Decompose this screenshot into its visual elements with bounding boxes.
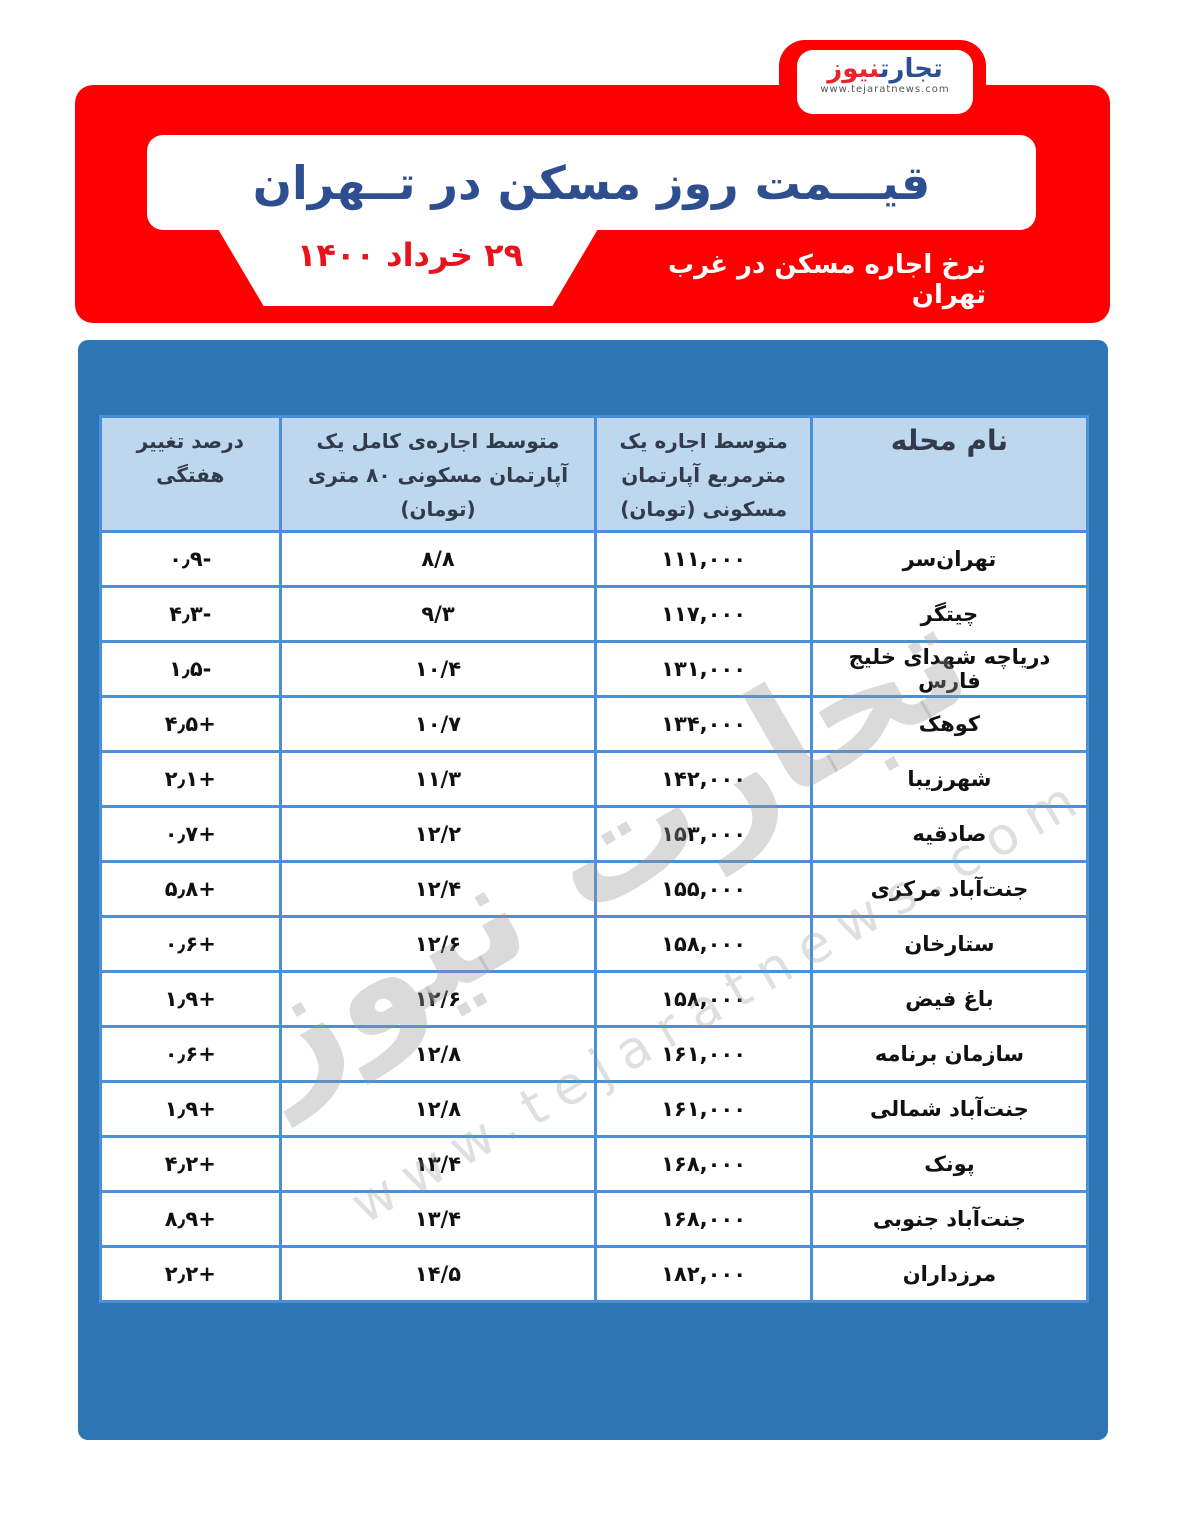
- neighborhood-cell: پونک: [809, 1135, 1090, 1193]
- table-row: چیتگر ۱۱۷,۰۰۰ ۹/۳ -۴٫۳: [99, 585, 1090, 643]
- neighborhood-cell: چیتگر: [809, 585, 1090, 643]
- per-m2-cell: ۱۱۷,۰۰۰: [594, 585, 813, 643]
- per-m2-cell: ۱۱۱,۰۰۰: [594, 530, 813, 588]
- weekly-change-cell: +۸٫۹: [99, 1190, 282, 1248]
- weekly-change-cell: +۱٫۹: [99, 1080, 282, 1138]
- neighborhood-cell: دریاچه شهدای خلیج فارس: [809, 640, 1090, 698]
- column-header-per-m2: متوسط اجاره یک مترمربع آپارتمان مسکونی (…: [594, 415, 813, 533]
- neighborhood-cell: جنت‌آباد جنوبی: [809, 1190, 1090, 1248]
- weekly-change-cell: +۰٫۷: [99, 805, 282, 863]
- table-row: ستارخان ۱۵۸,۰۰۰ ۱۲/۶ +۰٫۶: [99, 915, 1090, 973]
- per-m2-cell: ۱۵۳,۰۰۰: [594, 805, 813, 863]
- full-rent-cell: ۱۱/۳: [278, 750, 598, 808]
- full-rent-cell: ۱۳/۴: [278, 1190, 598, 1248]
- table-row: شهرزیبا ۱۴۲,۰۰۰ ۱۱/۳ +۲٫۱: [99, 750, 1090, 808]
- weekly-change-cell: -۱٫۵: [99, 640, 282, 698]
- weekly-change-cell: +۵٫۸: [99, 860, 282, 918]
- rent-table: نام محله متوسط اجاره یک مترمربع آپارتمان…: [99, 415, 1090, 1303]
- per-m2-cell: ۱۶۸,۰۰۰: [594, 1135, 813, 1193]
- table-row: باغ فیض ۱۵۸,۰۰۰ ۱۲/۶ +۱٫۹: [99, 970, 1090, 1028]
- per-m2-cell: ۱۵۸,۰۰۰: [594, 970, 813, 1028]
- page-title: قیـــمت روز مسکن در تــهران: [252, 155, 931, 210]
- table-row: پونک ۱۶۸,۰۰۰ ۱۳/۴ +۴٫۲: [99, 1135, 1090, 1193]
- per-m2-cell: ۱۸۲,۰۰۰: [594, 1245, 813, 1303]
- neighborhood-cell: صادقیه: [809, 805, 1090, 863]
- neighborhood-cell: سازمان برنامه: [809, 1025, 1090, 1083]
- subtitle: نرخ اجاره مسکن در غرب تهران: [667, 250, 986, 310]
- per-m2-cell: ۱۵۸,۰۰۰: [594, 915, 813, 973]
- neighborhood-cell: جنت‌آباد مرکزی: [809, 860, 1090, 918]
- neighborhood-cell: ستارخان: [809, 915, 1090, 973]
- neighborhood-cell: مرزداران: [809, 1245, 1090, 1303]
- table-row: جنت‌آباد مرکزی ۱۵۵,۰۰۰ ۱۲/۴ +۵٫۸: [99, 860, 1090, 918]
- logo-brand: تجارتنیوز: [827, 54, 943, 84]
- title-box: قیـــمت روز مسکن در تــهران: [147, 135, 1036, 230]
- full-rent-cell: ۱۳/۴: [278, 1135, 598, 1193]
- per-m2-cell: ۱۶۸,۰۰۰: [594, 1190, 813, 1248]
- per-m2-cell: ۱۶۱,۰۰۰: [594, 1080, 813, 1138]
- weekly-change-cell: -۴٫۳: [99, 585, 282, 643]
- neighborhood-cell: جنت‌آباد شمالی: [809, 1080, 1090, 1138]
- full-rent-cell: ۱۲/۶: [278, 970, 598, 1028]
- logo-url: www.tejaratnews.com: [820, 84, 950, 95]
- table-row: مرزداران ۱۸۲,۰۰۰ ۱۴/۵ +۲٫۲: [99, 1245, 1090, 1303]
- column-header-neighborhood: نام محله: [809, 415, 1090, 533]
- per-m2-cell: ۱۴۲,۰۰۰: [594, 750, 813, 808]
- table-row: جنت‌آباد شمالی ۱۶۱,۰۰۰ ۱۲/۸ +۱٫۹: [99, 1080, 1090, 1138]
- full-rent-cell: ۱۲/۴: [278, 860, 598, 918]
- full-rent-cell: ۱۲/۸: [278, 1080, 598, 1138]
- table-row: سازمان برنامه ۱۶۱,۰۰۰ ۱۲/۸ +۰٫۶: [99, 1025, 1090, 1083]
- weekly-change-cell: +۴٫۵: [99, 695, 282, 753]
- neighborhood-cell: تهران‌سر: [809, 530, 1090, 588]
- per-m2-cell: ۱۶۱,۰۰۰: [594, 1025, 813, 1083]
- full-rent-cell: ۱۲/۲: [278, 805, 598, 863]
- full-rent-cell: ۸/۸: [278, 530, 598, 588]
- full-rent-cell: ۹/۳: [278, 585, 598, 643]
- weekly-change-cell: -۰٫۹: [99, 530, 282, 588]
- table-row: کوهک ۱۳۴,۰۰۰ ۱۰/۷ +۴٫۵: [99, 695, 1090, 753]
- weekly-change-cell: +۲٫۱: [99, 750, 282, 808]
- weekly-change-cell: +۴٫۲: [99, 1135, 282, 1193]
- column-header-weekly-change: درصد تغییر هفتگی: [99, 415, 282, 533]
- date-label: ۲۹ خرداد ۱۴۰۰: [296, 236, 524, 274]
- per-m2-cell: ۱۳۱,۰۰۰: [594, 640, 813, 698]
- neighborhood-cell: کوهک: [809, 695, 1090, 753]
- per-m2-cell: ۱۵۵,۰۰۰: [594, 860, 813, 918]
- neighborhood-cell: شهرزیبا: [809, 750, 1090, 808]
- full-rent-cell: ۱۲/۶: [278, 915, 598, 973]
- table-row: جنت‌آباد جنوبی ۱۶۸,۰۰۰ ۱۳/۴ +۸٫۹: [99, 1190, 1090, 1248]
- weekly-change-cell: +۰٫۶: [99, 1025, 282, 1083]
- table-header-row: نام محله متوسط اجاره یک مترمربع آپارتمان…: [99, 415, 1090, 533]
- weekly-change-cell: +۰٫۶: [99, 915, 282, 973]
- table-row: دریاچه شهدای خلیج فارس ۱۳۱,۰۰۰ ۱۰/۴ -۱٫۵: [99, 640, 1090, 698]
- weekly-change-cell: +۲٫۲: [99, 1245, 282, 1303]
- full-rent-cell: ۱۴/۵: [278, 1245, 598, 1303]
- logo: تجارتنیوز www.tejaratnews.com: [797, 50, 973, 114]
- neighborhood-cell: باغ فیض: [809, 970, 1090, 1028]
- full-rent-cell: ۱۲/۸: [278, 1025, 598, 1083]
- full-rent-cell: ۱۰/۷: [278, 695, 598, 753]
- per-m2-cell: ۱۳۴,۰۰۰: [594, 695, 813, 753]
- table-row: صادقیه ۱۵۳,۰۰۰ ۱۲/۲ +۰٫۷: [99, 805, 1090, 863]
- date-tab: [218, 229, 598, 306]
- column-header-full-rent: متوسط اجاره‌ی کامل یک آپارتمان مسکونی ۸۰…: [278, 415, 598, 533]
- full-rent-cell: ۱۰/۴: [278, 640, 598, 698]
- weekly-change-cell: +۱٫۹: [99, 970, 282, 1028]
- table-row: تهران‌سر ۱۱۱,۰۰۰ ۸/۸ -۰٫۹: [99, 530, 1090, 588]
